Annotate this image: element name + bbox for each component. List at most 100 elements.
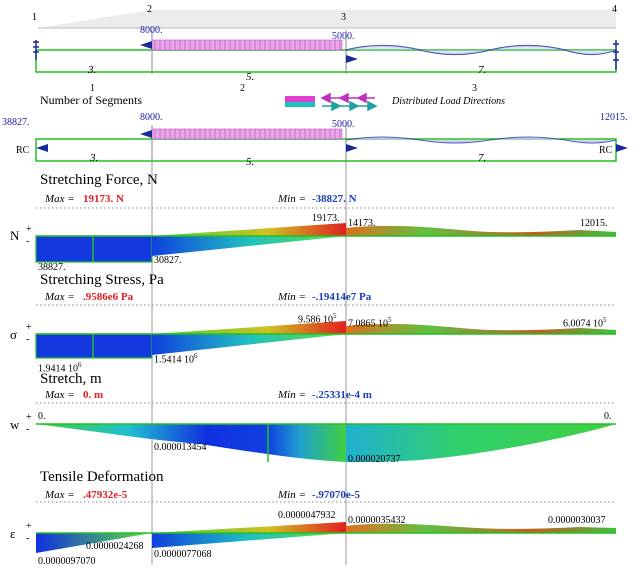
strain-bar-seg1 — [36, 533, 152, 553]
strain-max-value: .47932e-5 — [83, 489, 128, 501]
stress-value-d: 7.0865 105 — [348, 316, 392, 330]
top-seg-3-count: 7. — [478, 64, 487, 76]
force-value-d: 14173. — [348, 218, 376, 229]
stress-value-b: 1.5414 106 — [154, 352, 198, 366]
strain-min-value: -.97070e-5 — [312, 489, 360, 501]
stretch-diagram — [36, 423, 616, 462]
model2-seg-3-count: 7. — [478, 152, 487, 164]
stress-bar-seg2-pos — [152, 321, 346, 334]
stretch-minus-sign: - — [26, 424, 30, 435]
strain-bar-seg2-pos — [152, 522, 346, 533]
element-1-number: 1 — [90, 83, 95, 94]
stretch-max-value: 0. m — [83, 389, 104, 401]
strain-diagram — [36, 522, 616, 553]
force-bar-seg2-pos — [152, 223, 346, 236]
force-axis-symbol: N — [10, 228, 20, 243]
strain-panel-title: Tensile Deformation — [40, 469, 164, 485]
stretch-min-label: Min = — [278, 389, 306, 401]
force-min-label: Min = — [278, 193, 306, 205]
right-reaction-value: 12015. — [600, 112, 628, 123]
force-value-c: 19173. — [312, 213, 340, 224]
legend-pink-swatch — [285, 96, 315, 102]
distributed-load-pink — [151, 39, 343, 51]
force-plus-sign: + — [26, 224, 32, 235]
node-3-label: 3 — [341, 12, 346, 23]
strain-axis-symbol: ε — [10, 526, 16, 541]
stretch-panel-title: Stretch, m — [40, 371, 102, 387]
left-reaction-value: 38827. — [2, 117, 30, 128]
strain-min-label: Min = — [278, 489, 306, 501]
model2-load-3-value: 5000. — [332, 119, 355, 130]
rc-right-label: RC — [599, 145, 613, 156]
distributed-load-directions-label: Distributed Load Directions — [392, 96, 505, 107]
stretch-value-b: 0.000013454 — [154, 442, 207, 453]
force-max-value: 19173. N — [83, 193, 124, 205]
top-load-3-value: 5000. — [332, 31, 355, 42]
reaction-arrow-left — [36, 144, 48, 152]
top-seg-1-count: 3. — [88, 64, 97, 76]
element-3-number: 3 — [472, 83, 477, 94]
force-diagram — [35, 223, 616, 263]
top-wedge-2 — [150, 10, 616, 28]
rc-left-label: RC — [16, 145, 30, 156]
top-model — [33, 10, 619, 74]
stress-panel-title: Stretching Stress, Pa — [40, 272, 164, 288]
force-value-e: 12015. — [580, 218, 608, 229]
force-panel-title: Stretching Force, N — [40, 172, 158, 188]
beam-outline-top — [35, 49, 617, 73]
stress-value-e: 6.0074 105 — [563, 316, 607, 330]
stress-axis-symbol: σ — [10, 327, 18, 342]
reaction-arrow-right — [616, 144, 628, 152]
strain-bar-seg3 — [346, 523, 616, 533]
legend-arrows-pink — [320, 92, 375, 104]
strain-value-d: 0.0000047932 — [278, 510, 336, 521]
top-wedge-1 — [38, 10, 150, 28]
force-minus-sign: - — [26, 236, 30, 247]
stress-max-label: Max = — [45, 291, 75, 303]
number-of-segments-label: Number of Segments — [40, 93, 142, 107]
model2-load-2-value: 8000. — [140, 112, 163, 123]
stress-value-c: 9.586 105 — [298, 312, 337, 326]
stress-max-value: .9586e6 Pa — [83, 291, 134, 303]
strain-max-label: Max = — [45, 489, 75, 501]
right-support-icon — [613, 40, 619, 70]
strain-value-a: 0.0000097070 — [38, 556, 96, 567]
strain-value-b: 0.0000024268 — [86, 541, 144, 552]
strain-value-f: 0.0000030037 — [548, 515, 606, 526]
force-value-b: 30827. — [154, 255, 182, 266]
node-4-label: 4 — [612, 4, 617, 15]
stretch-value-d: 0. — [604, 411, 612, 422]
stress-plus-sign: + — [26, 322, 32, 333]
element-2-number: 2 — [240, 83, 245, 94]
stretch-axis-symbol: w — [10, 417, 20, 432]
load-arrow-3 — [346, 55, 358, 63]
legend-graphics — [285, 92, 378, 112]
stretch-value-a: 0. — [38, 411, 46, 422]
force-max-label: Max = — [45, 193, 75, 205]
stretch-value-c: 0.000020737 — [348, 454, 401, 465]
model2-seg-1-count: 3. — [90, 152, 99, 164]
stretch-max-label: Max = — [45, 389, 75, 401]
force-bar-seg3 — [346, 225, 616, 236]
stress-diagram — [35, 321, 616, 359]
strain-value-c: 0.0000077068 — [154, 549, 212, 560]
strain-bar-seg2-neg — [152, 533, 346, 548]
stress-min-label: Min = — [278, 291, 306, 303]
model2-seg-2-count: 5. — [246, 156, 255, 168]
dotted-guides — [36, 207, 616, 503]
top-load-2-value: 8000. — [140, 25, 163, 36]
left-support-icon — [33, 40, 39, 60]
stress-value-a: 1.9414 106 — [38, 361, 82, 375]
strain-value-e: 0.0000035432 — [348, 515, 406, 526]
force-bar-seg2-neg — [152, 236, 346, 256]
legend-arrows-cyan — [322, 100, 378, 112]
stretch-min-value: -.25331e-4 m — [312, 389, 372, 401]
node-2-label: 2 — [147, 4, 152, 15]
load-arrow-2 — [140, 41, 152, 49]
strain-minus-sign: - — [26, 533, 30, 544]
force-bar-seg1 — [35, 235, 153, 263]
strain-plus-sign: + — [26, 521, 32, 532]
stretch-bar-seg3 — [346, 424, 616, 462]
node-1-label: 1 — [32, 12, 37, 23]
